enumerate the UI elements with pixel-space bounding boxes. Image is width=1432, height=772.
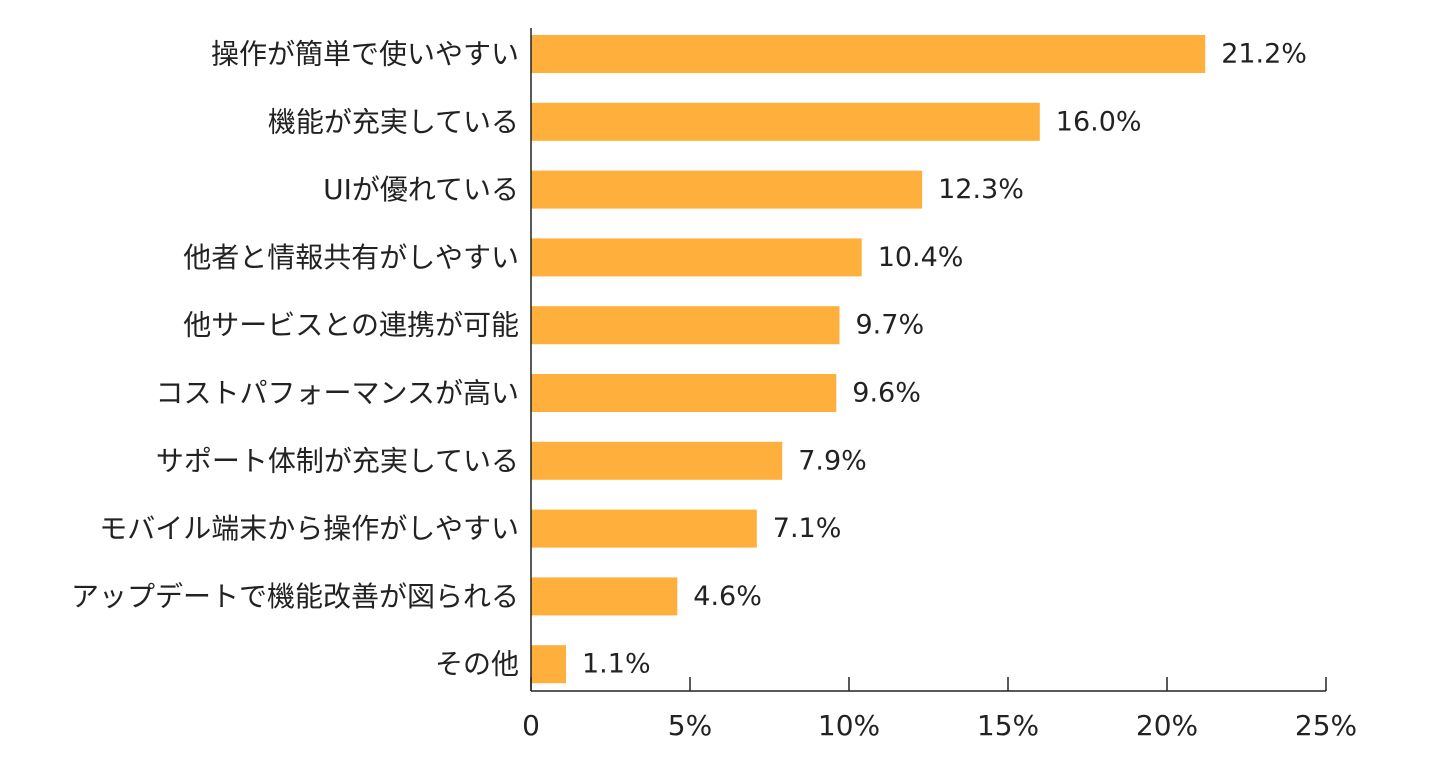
value-label: 9.7%	[856, 310, 925, 341]
bar	[531, 374, 837, 412]
category-label: アップデートで機能改善が図られる	[71, 580, 519, 613]
value-label: 7.1%	[773, 513, 842, 544]
category-label: 他者と情報共有がしやすい	[183, 241, 519, 274]
bars-layer	[531, 35, 1206, 684]
value-label: 7.9%	[798, 445, 867, 476]
bar	[531, 645, 566, 684]
bar	[531, 509, 757, 548]
category-label: 操作が簡単で使いやすい	[211, 38, 519, 71]
x-tick-label: 5%	[668, 709, 712, 742]
x-tick-label: 0	[522, 709, 540, 742]
x-tick-label: 15%	[977, 709, 1039, 742]
bar	[531, 170, 923, 209]
category-label: 他サービスとの連携が可能	[183, 309, 519, 342]
x-tick-label: 10%	[818, 709, 880, 742]
category-label: 機能が充実している	[268, 105, 519, 138]
bar	[531, 577, 678, 616]
bar	[531, 35, 1206, 73]
bar	[531, 441, 783, 480]
value-label: 12.3%	[938, 174, 1024, 205]
category-label: その他	[435, 648, 519, 681]
value-label: 9.6%	[852, 378, 921, 409]
value-label: 4.6%	[693, 581, 762, 612]
bar	[531, 102, 1040, 141]
category-label: UIが優れている	[323, 173, 519, 206]
x-tick-label: 25%	[1295, 709, 1357, 742]
category-label: モバイル端末から操作がしやすい	[99, 512, 519, 545]
category-label: コストパフォーマンスが高い	[156, 377, 519, 410]
value-label: 16.0%	[1056, 106, 1142, 137]
value-label: 10.4%	[878, 242, 964, 273]
x-tick-label: 20%	[1136, 709, 1198, 742]
category-label: サポート体制が充実している	[156, 444, 519, 477]
labels-layer: 操作が簡単で使いやすい 21.2% 機能が充実している 16.0% UIが優れている 12…	[71, 38, 1307, 681]
axis-layer: 0 5% 10% 15% 20% 25%	[522, 28, 1357, 742]
bar	[531, 238, 862, 277]
value-label: 21.2%	[1221, 39, 1307, 70]
value-label: 1.1%	[582, 649, 651, 680]
bar	[531, 306, 840, 345]
